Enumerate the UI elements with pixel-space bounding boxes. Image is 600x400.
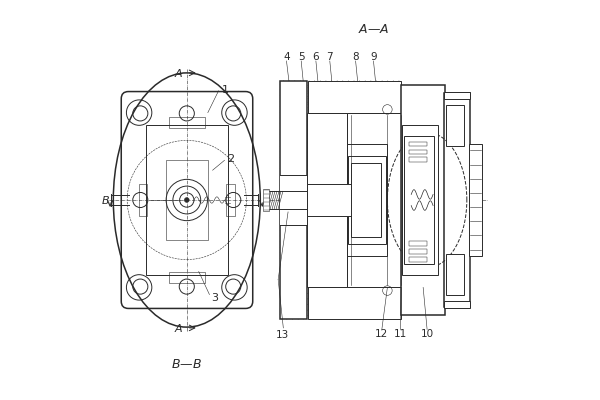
Bar — [446, 105, 464, 146]
Text: 9: 9 — [370, 52, 377, 62]
Text: 5: 5 — [298, 52, 305, 62]
Circle shape — [184, 198, 189, 202]
Text: 2: 2 — [227, 154, 234, 164]
Text: 13: 13 — [275, 330, 289, 340]
Text: 6: 6 — [313, 52, 319, 62]
Bar — [307, 114, 347, 286]
Text: 7: 7 — [326, 52, 333, 62]
Bar — [307, 184, 371, 216]
Bar — [409, 150, 427, 154]
Text: 12: 12 — [375, 329, 388, 339]
Text: 10: 10 — [421, 329, 434, 339]
Bar — [263, 189, 269, 211]
Text: 11: 11 — [394, 329, 407, 339]
Bar — [409, 241, 427, 246]
Bar — [409, 142, 427, 146]
Text: $B$: $B$ — [101, 194, 110, 206]
Bar — [401, 85, 445, 315]
Bar — [226, 184, 235, 216]
Bar — [469, 144, 482, 256]
Bar — [444, 92, 470, 99]
Text: 4: 4 — [283, 52, 290, 62]
Bar — [166, 160, 208, 240]
Text: $B$—$B$: $B$—$B$ — [172, 358, 202, 371]
Bar — [347, 114, 401, 286]
Text: 3: 3 — [211, 293, 218, 303]
Bar — [446, 254, 464, 295]
Bar — [347, 156, 386, 244]
Bar — [404, 136, 434, 264]
Bar — [280, 81, 307, 319]
Text: $A$: $A$ — [174, 67, 184, 79]
Bar — [403, 124, 438, 276]
Bar — [409, 249, 427, 254]
Bar — [444, 93, 470, 307]
Bar — [139, 184, 148, 216]
Bar — [409, 257, 427, 262]
Bar — [347, 144, 386, 256]
Bar — [444, 301, 470, 308]
Text: $A$—$A$: $A$—$A$ — [358, 23, 389, 36]
Bar — [169, 117, 205, 128]
Text: $B$: $B$ — [262, 194, 271, 206]
Text: 8: 8 — [352, 52, 359, 62]
Bar — [169, 272, 205, 283]
Text: 1: 1 — [221, 84, 229, 94]
Bar — [146, 124, 228, 276]
Bar — [308, 81, 401, 114]
Bar — [409, 158, 427, 162]
Text: $A$: $A$ — [174, 322, 184, 334]
Bar — [308, 286, 401, 319]
Bar — [351, 164, 381, 236]
Bar — [280, 175, 307, 225]
